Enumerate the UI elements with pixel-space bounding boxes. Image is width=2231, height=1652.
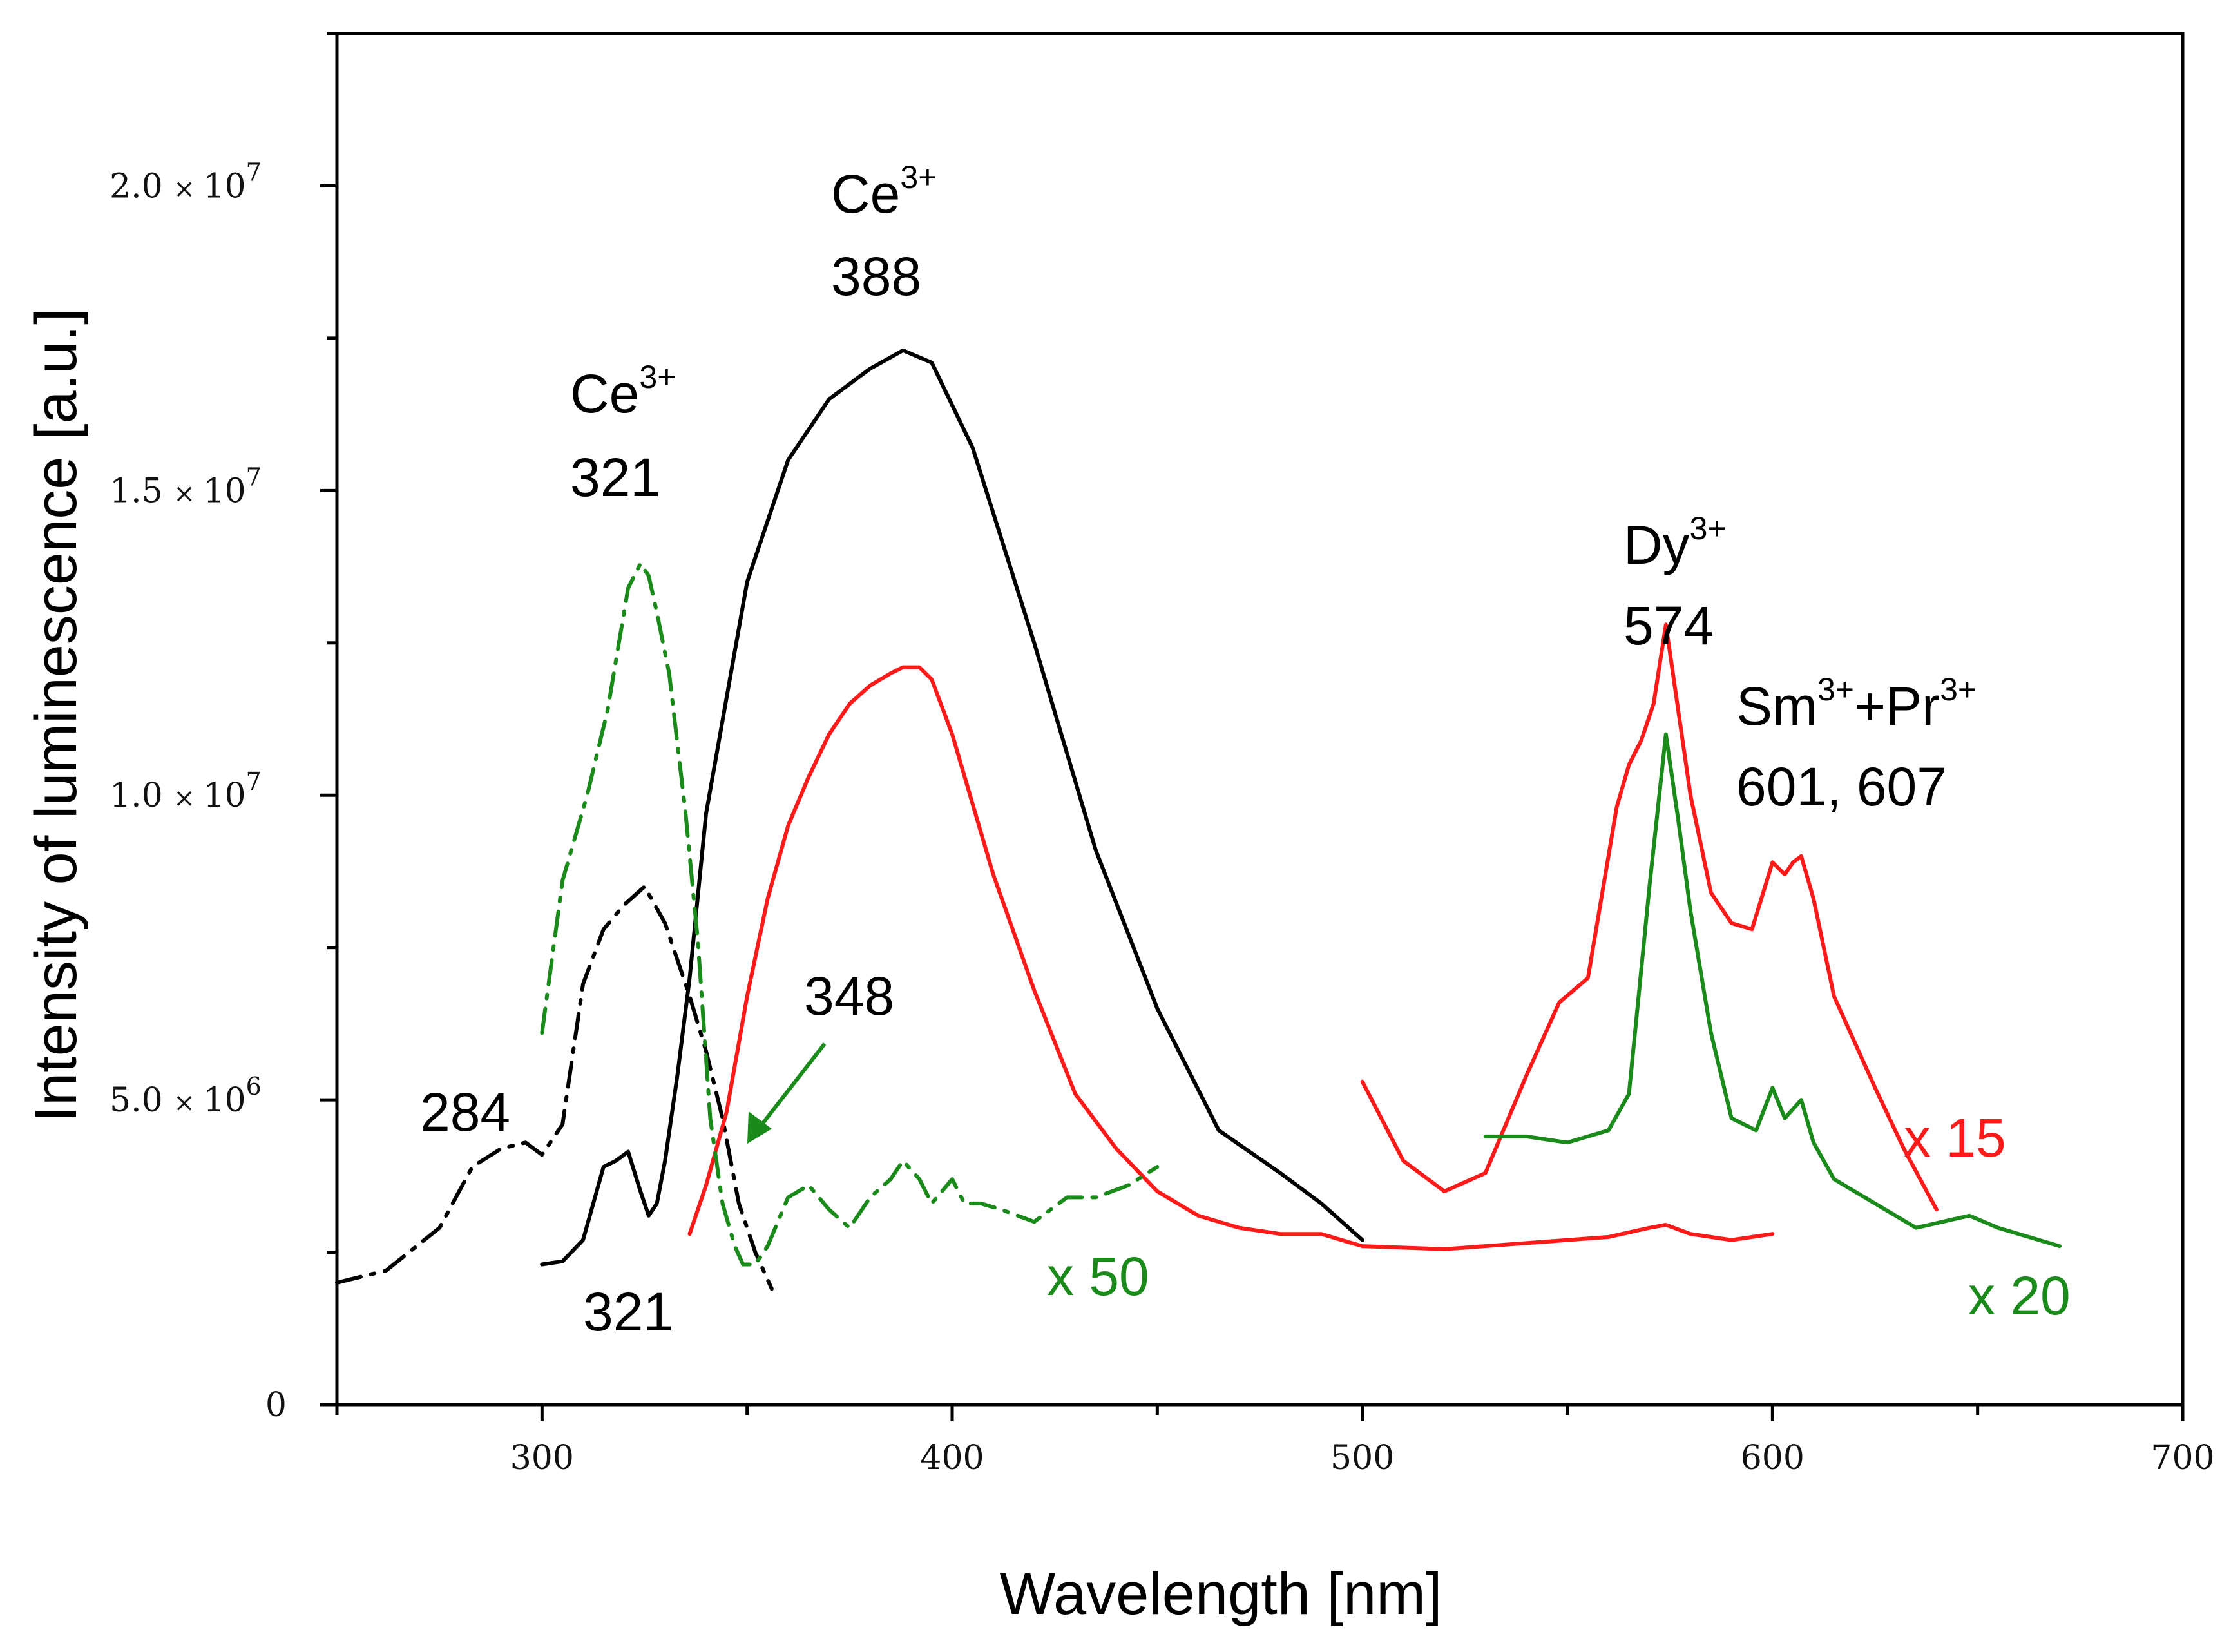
ann-ce321-value: 321 [570,447,660,508]
ann-ce388-element: Ce3+ [831,159,937,224]
ann-284: 284 [420,1082,510,1142]
annotation-ce-321: Ce3+ 321 [570,359,676,508]
ann-ce388-value: 388 [831,246,921,307]
y-tick-exponent: 7 [246,463,262,491]
arrow-348 [747,1042,827,1144]
ann-smpr-value: 601, 607 [1736,756,1947,817]
x-tick-label: 300 [510,1439,574,1477]
y-tick-label: 5.0 × 106 [110,1072,262,1120]
ann-348: 348 [804,966,894,1026]
y-tick-times: × [173,783,203,813]
x-tick-label: 500 [1330,1439,1394,1477]
y-tick-exponent: 7 [246,767,262,796]
x-axis-title: Wavelength [nm] [1000,1561,1442,1627]
x-tick-label: 700 [2150,1439,2214,1477]
ann-x20: x 20 [1968,1265,2071,1326]
x-axis-ticks: 300 400 500 600 700 [335,1405,2215,1477]
series-line-5 [540,561,1160,1267]
y-tick-mantissa: 2.0 [110,167,173,206]
series-line-3 [1360,622,1939,1212]
ann-dy-value: 574 [1623,595,1714,656]
series-line-1 [540,348,1364,1267]
series-line-2 [687,665,1775,1251]
y-tick-base: 10 [203,776,245,815]
plot-frame [335,32,2185,1407]
y-tick-exponent: 7 [246,158,262,186]
y-tick-mantissa: 1.0 [110,776,173,815]
y-tick-exponent: 6 [246,1072,262,1100]
y-tick-times: × [173,479,203,508]
ann-dy-element: Dy3+ [1623,510,1727,575]
series-line-4 [1483,732,2062,1249]
y-tick-base: 10 [203,472,245,510]
y-tick-base: 10 [203,1081,245,1120]
annotation-ce-388: Ce3+ 388 [831,159,937,307]
y-tick-mantissa: 0 [265,1386,287,1425]
series-line-0 [335,885,774,1291]
x-tick-label: 400 [920,1439,984,1477]
y-tick-label: 1.5 × 107 [110,463,262,510]
ann-ce321-element: Ce3+ [570,359,676,424]
annotation-sm-pr: Sm3++Pr3+ 601, 607 [1736,671,1977,817]
y-axis-title: Intensity of luminescence [a.u.] [23,308,89,1122]
y-tick-label: 0 [265,1386,287,1425]
y-tick-times: × [173,1088,203,1118]
annotation-dy-574: Dy3+ 574 [1623,510,1727,656]
y-tick-label: 1.0 × 107 [110,767,262,815]
arrow-348-shaft [755,1042,827,1132]
ann-321-bottom: 321 [583,1282,673,1342]
y-tick-times: × [173,174,203,204]
x-tick-label: 600 [1741,1439,1805,1477]
ann-x50: x 50 [1047,1246,1149,1307]
y-tick-base: 10 [203,167,245,206]
series-layer [335,348,2062,1291]
y-tick-label: 2.0 × 107 [110,158,262,206]
arrow-348-head [747,1111,772,1144]
ann-x15: x 15 [1904,1108,2006,1168]
y-tick-mantissa: 1.5 [110,472,173,510]
axes [335,32,2185,1407]
y-tick-mantissa: 5.0 [110,1081,173,1120]
ann-smpr-element: Sm3++Pr3+ [1736,671,1977,736]
